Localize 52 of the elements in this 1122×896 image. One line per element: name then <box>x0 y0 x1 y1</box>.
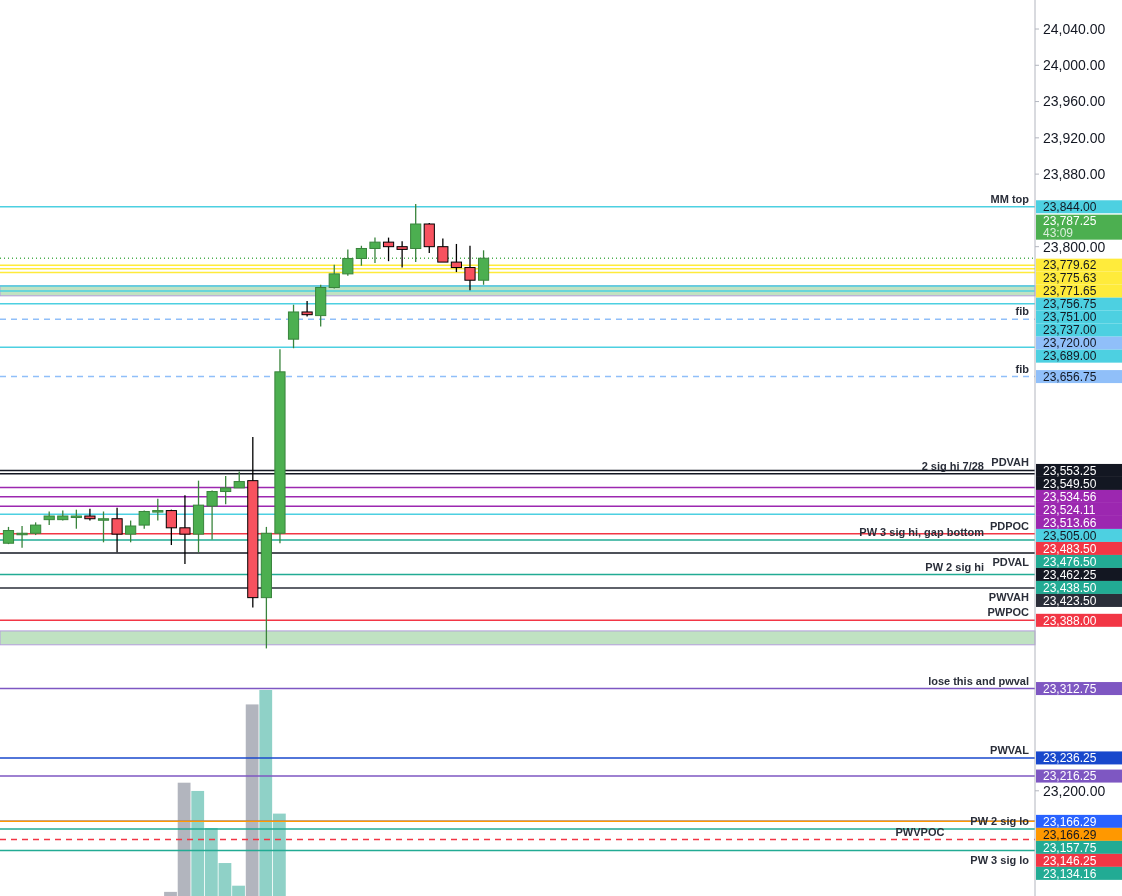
ref-line-label: 23,312.75 <box>1043 681 1097 696</box>
text: 43:09 <box>1043 226 1074 241</box>
annotation: MM top <box>990 192 1030 205</box>
ref-line-label: 23,844.00 <box>1043 199 1097 214</box>
ref-line-label: 23,656.75 <box>1043 369 1097 384</box>
ref-line-label: 23,505.00 <box>1043 528 1097 543</box>
y-tick-label: 23,960.00 <box>1043 93 1106 110</box>
annotation: fib <box>1015 305 1030 318</box>
ref-line-label: 23,751.00 <box>1043 310 1097 325</box>
annotation: PWVAH <box>988 591 1030 604</box>
annotation: PW 3 sig lo <box>970 853 1030 866</box>
y-tick-label: 23,880.00 <box>1043 166 1106 183</box>
ref-line-label: 23,462.25 <box>1043 567 1097 582</box>
annotation: PW 2 sig hi <box>925 560 984 573</box>
ref-line-label: 23,476.50 <box>1043 554 1097 569</box>
annotation: 2 sig hi 7/28 <box>921 459 984 472</box>
annotation: PDVAH <box>991 456 1030 469</box>
ref-line-label: 23,787.25 <box>1043 214 1097 229</box>
ref-line-label: 23,236.25 <box>1043 751 1097 766</box>
ref-line-label: 23,553.25 <box>1043 463 1097 478</box>
ref-line-label: 23,771.65 <box>1043 284 1097 299</box>
ref-line-label: 23,483.50 <box>1043 541 1097 556</box>
annotation: fib <box>1015 362 1030 375</box>
ref-line-label: 23,689.00 <box>1043 349 1097 364</box>
annotation: PWVAL <box>990 743 1030 756</box>
ref-line-label: 23,166.29 <box>1043 814 1097 829</box>
ref-line-label: 23,720.00 <box>1043 336 1097 351</box>
ref-line-label: 23,524.11 <box>1043 502 1096 517</box>
annotation: PDPOC <box>989 519 1030 532</box>
ref-line-label: 23,549.50 <box>1043 476 1097 491</box>
ref-line-label: 23,779.62 <box>1043 258 1097 273</box>
ref-line-label: 23,157.75 <box>1043 840 1097 855</box>
y-tick-label: 23,200.00 <box>1043 782 1106 799</box>
ref-line-label: 23,134.16 <box>1043 866 1097 881</box>
y-tick-label: 24,040.00 <box>1043 20 1106 37</box>
y-tick-label: 23,920.00 <box>1043 129 1106 146</box>
ref-line-label: 23,756.75 <box>1043 297 1097 312</box>
ref-line-label: 23,438.50 <box>1043 580 1097 595</box>
ref-line-label: 23,513.66 <box>1043 515 1097 530</box>
ref-line-label: 23,737.00 <box>1043 323 1097 338</box>
annotation: lose this and pwval <box>928 674 1029 687</box>
ref-line-label: 23,534.56 <box>1043 489 1097 504</box>
ref-line-label: 23,146.25 <box>1043 853 1097 868</box>
y-tick-label: 23,800.00 <box>1043 238 1106 255</box>
ref-line-label: 23,388.00 <box>1043 613 1097 628</box>
y-tick-label: 24,000.00 <box>1043 57 1106 74</box>
ref-line-label: 23,216.25 <box>1043 769 1097 784</box>
ref-line-label: 23,775.63 <box>1043 271 1097 286</box>
annotation: PDVAL <box>992 555 1030 568</box>
ref-line-label: 23,423.50 <box>1043 593 1097 608</box>
ref-line-label: 23,166.29 <box>1043 827 1097 842</box>
annotation: PWPOC <box>987 606 1030 619</box>
